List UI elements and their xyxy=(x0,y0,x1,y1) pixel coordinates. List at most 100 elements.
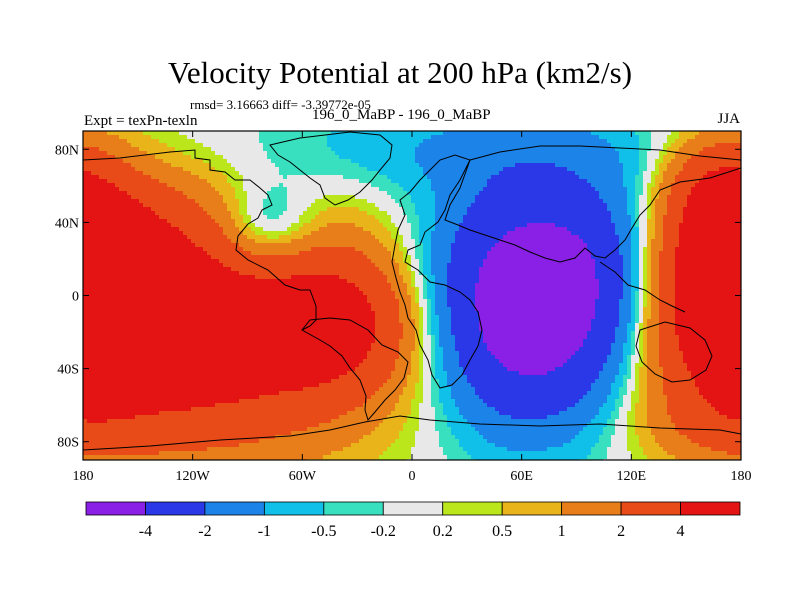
field-cell xyxy=(603,239,608,244)
field-cell xyxy=(279,207,284,212)
field-cell xyxy=(371,143,376,148)
field-cell xyxy=(723,175,728,180)
field-cell xyxy=(175,247,180,252)
field-cell xyxy=(311,215,316,220)
field-cell xyxy=(91,207,96,212)
field-cell xyxy=(631,247,636,252)
field-cell xyxy=(319,207,324,212)
field-cell xyxy=(243,231,248,236)
field-cell xyxy=(599,247,604,252)
field-cell xyxy=(119,143,124,148)
field-cell xyxy=(535,163,540,168)
field-cell xyxy=(647,163,652,168)
field-cell xyxy=(251,139,256,144)
field-cell xyxy=(403,247,408,252)
field-cell xyxy=(631,243,636,248)
field-cell xyxy=(719,215,724,220)
field-cell xyxy=(739,247,741,252)
field-cell xyxy=(363,219,368,224)
field-cell xyxy=(491,175,496,180)
field-cell xyxy=(459,179,464,184)
field-cell xyxy=(199,175,204,180)
field-cell xyxy=(483,175,488,180)
field-cell xyxy=(471,167,476,172)
field-cell xyxy=(475,143,480,148)
field-cell xyxy=(319,163,324,168)
field-cell xyxy=(311,179,316,184)
field-cell xyxy=(695,215,700,220)
field-cell xyxy=(607,215,612,220)
field-cell xyxy=(435,135,440,140)
field-cell xyxy=(331,231,336,236)
field-cell xyxy=(319,227,324,232)
field-cell xyxy=(607,147,612,152)
field-cell xyxy=(115,135,120,140)
field-cell xyxy=(575,231,580,236)
field-cell xyxy=(207,191,212,196)
field-cell xyxy=(451,207,456,212)
field-cell xyxy=(739,179,741,184)
field-cell xyxy=(387,151,392,156)
field-cell xyxy=(735,247,740,252)
field-cell xyxy=(655,231,660,236)
field-cell xyxy=(471,239,476,244)
field-cell xyxy=(347,219,352,224)
field-cell xyxy=(411,227,416,232)
field-cell xyxy=(447,207,452,212)
field-cell xyxy=(515,183,520,188)
field-cell xyxy=(583,135,588,140)
field-cell xyxy=(355,183,360,188)
field-cell xyxy=(667,239,672,244)
field-cell xyxy=(607,187,612,192)
field-cell xyxy=(95,219,100,224)
field-cell xyxy=(159,223,164,228)
field-cell xyxy=(523,183,528,188)
field-cell xyxy=(299,219,304,224)
field-cell xyxy=(639,183,644,188)
field-cell xyxy=(263,139,268,144)
field-cell xyxy=(623,131,628,136)
field-cell xyxy=(239,235,244,240)
field-cell xyxy=(635,139,640,144)
field-cell xyxy=(655,215,660,220)
field-cell xyxy=(403,219,408,224)
field-cell xyxy=(443,227,448,232)
field-cell xyxy=(227,223,232,228)
field-cell xyxy=(547,199,552,204)
field-cell xyxy=(419,147,424,152)
field-cell xyxy=(255,199,260,204)
field-cell xyxy=(211,219,216,224)
field-cell xyxy=(247,235,252,240)
field-cell xyxy=(607,195,612,200)
field-cell xyxy=(335,191,340,196)
field-cell xyxy=(707,215,712,220)
field-cell xyxy=(171,251,176,256)
field-cell xyxy=(299,199,304,204)
field-cell xyxy=(251,235,256,240)
field-cell xyxy=(91,251,96,256)
field-cell xyxy=(111,203,116,208)
field-cell xyxy=(127,219,132,224)
field-cell xyxy=(347,211,352,216)
field-cell xyxy=(239,211,244,216)
field-cell xyxy=(535,211,540,216)
field-cell xyxy=(295,163,300,168)
field-cell xyxy=(711,171,716,176)
field-cell xyxy=(379,223,384,228)
field-cell xyxy=(659,231,664,236)
field-cell xyxy=(251,251,256,256)
field-cell xyxy=(259,159,264,164)
field-cell xyxy=(739,131,741,136)
field-cell xyxy=(247,251,252,256)
field-cell xyxy=(607,191,612,196)
field-cell xyxy=(539,163,544,168)
field-cell xyxy=(715,211,720,216)
field-cell xyxy=(715,231,720,236)
field-cell xyxy=(519,239,524,244)
field-cell xyxy=(559,155,564,160)
field-cell xyxy=(403,223,408,228)
field-cell xyxy=(735,179,740,184)
field-cell xyxy=(251,191,256,196)
field-cell xyxy=(331,219,336,224)
field-cell xyxy=(411,131,416,136)
